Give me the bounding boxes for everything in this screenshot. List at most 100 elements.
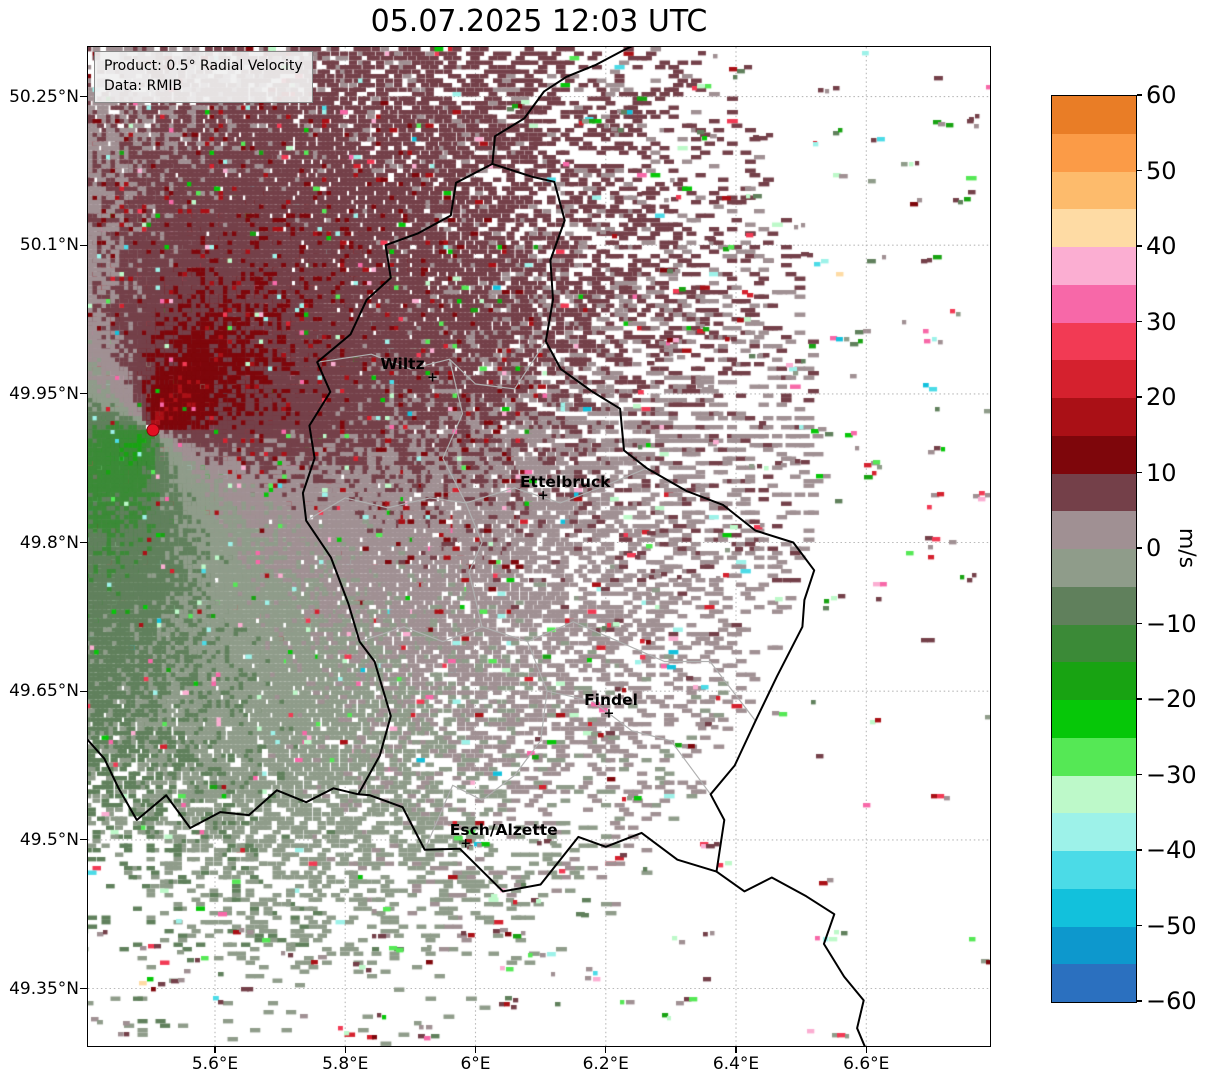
colorbar-tick-mark xyxy=(1137,396,1142,398)
national-border xyxy=(301,162,816,893)
colorbar-segment xyxy=(1052,586,1136,625)
district-border xyxy=(546,690,712,795)
colorbar-segment xyxy=(1052,435,1136,474)
y-tick-label: 50.25°N xyxy=(9,86,79,107)
colorbar-segment xyxy=(1052,851,1136,889)
city-label: Findel xyxy=(584,690,638,709)
colorbar-segment xyxy=(1052,737,1136,776)
colorbar-segment xyxy=(1052,549,1136,587)
colorbar-segment xyxy=(1052,926,1136,965)
colorbar-tick-label: 30 xyxy=(1146,307,1177,336)
map-plot: + Wiltz + Ettelbruck + Findel + Esch/Alzette Pr… xyxy=(87,46,991,1047)
colorbar-segment xyxy=(1052,813,1136,851)
colorbar-tick-mark xyxy=(1137,773,1142,776)
colorbar-tick-mark xyxy=(1137,94,1142,96)
colorbar-tick-mark xyxy=(1137,849,1142,851)
colorbar-tick-label: −10 xyxy=(1146,609,1197,638)
product-info-box: Product: 0.5° Radial Velocity Data: RMIB xyxy=(94,51,313,103)
city-marker: + xyxy=(537,488,549,504)
national-border xyxy=(88,738,359,829)
colorbar-tick-mark xyxy=(1137,245,1142,247)
x-tick-mark xyxy=(344,1047,346,1053)
colorbar-segment xyxy=(1052,511,1136,549)
city-label: Esch/Alzette xyxy=(449,820,558,839)
country-borders xyxy=(88,47,866,1046)
colorbar-tick-mark xyxy=(1137,547,1142,549)
x-tick-label: 6.2°E xyxy=(582,1054,629,1074)
colorbar-tick-label: 40 xyxy=(1146,232,1177,260)
y-tick-mark xyxy=(80,839,87,841)
colorbar-tick-label: −60 xyxy=(1146,987,1197,1015)
y-tick-label: 49.65°N xyxy=(9,681,79,702)
colorbar-unit-label: m/s xyxy=(1174,527,1199,569)
colorbar-segment xyxy=(1052,171,1136,210)
y-tick-mark xyxy=(80,393,87,395)
y-tick-label: 50.1°N xyxy=(19,235,79,256)
colorbar-segment xyxy=(1052,322,1136,361)
colorbar-segment xyxy=(1052,96,1136,134)
district-border xyxy=(424,641,548,851)
colorbar-segment xyxy=(1052,360,1136,398)
national-border xyxy=(715,870,866,1046)
colorbar xyxy=(1051,95,1137,1003)
x-tick-mark xyxy=(735,1047,737,1053)
x-tick-label: 5.6°E xyxy=(191,1054,239,1074)
x-tick-label: 6.4°E xyxy=(712,1054,760,1074)
colorbar-tick-label: 20 xyxy=(1146,383,1177,411)
colorbar-segment xyxy=(1052,888,1136,927)
colorbar-tick-label: −30 xyxy=(1146,760,1197,789)
colorbar-segment xyxy=(1052,284,1136,323)
radar-site-marker xyxy=(146,423,160,437)
colorbar-tick-mark xyxy=(1137,622,1142,625)
x-tick-label: 6.6°E xyxy=(843,1054,890,1074)
colorbar-tick-mark xyxy=(1137,471,1142,474)
product-label: Product: 0.5° Radial Velocity xyxy=(104,58,303,74)
radar-velocity-field xyxy=(88,47,990,1046)
colorbar-segment xyxy=(1052,662,1136,700)
city-label: Ettelbruck xyxy=(519,472,611,491)
colorbar-segment xyxy=(1052,624,1136,663)
y-tick-mark xyxy=(80,95,87,98)
district-border xyxy=(442,359,467,504)
colorbar-tick-mark xyxy=(1137,320,1142,323)
y-tick-label: 49.8°N xyxy=(19,532,79,553)
x-tick-mark xyxy=(605,1047,607,1053)
district-border xyxy=(359,621,756,722)
x-tick-label: 5.8°E xyxy=(322,1054,369,1074)
y-tick-label: 49.95°N xyxy=(9,383,79,404)
y-tick-label: 49.35°N xyxy=(9,978,79,999)
y-tick-mark xyxy=(80,690,87,692)
x-tick-label: 6°E xyxy=(460,1054,491,1074)
data-source-label: Data: RMIB xyxy=(104,78,183,95)
colorbar-tick-label: −50 xyxy=(1146,911,1197,940)
city-marker: + xyxy=(460,836,472,852)
x-tick-mark xyxy=(865,1047,867,1053)
colorbar-tick-label: −40 xyxy=(1146,836,1197,864)
colorbar-tick-mark xyxy=(1137,924,1142,927)
y-tick-mark xyxy=(80,541,87,544)
city-marker: + xyxy=(603,706,615,722)
colorbar-tick-label: 10 xyxy=(1146,458,1177,487)
colorbar-tick-mark xyxy=(1137,169,1142,172)
city-label: Wiltz xyxy=(380,355,425,374)
colorbar-segment xyxy=(1052,209,1136,247)
district-border xyxy=(465,502,483,627)
colorbar-segment xyxy=(1052,247,1136,285)
colorbar-segment xyxy=(1052,398,1136,436)
y-tick-mark xyxy=(80,244,87,246)
y-tick-mark xyxy=(80,987,87,990)
city-marker: + xyxy=(427,370,438,386)
colorbar-tick-label: 50 xyxy=(1146,156,1177,185)
colorbar-segment xyxy=(1052,964,1136,1002)
national-border xyxy=(491,47,633,164)
colorbar-tick-mark xyxy=(1137,1000,1142,1002)
colorbar-tick-mark xyxy=(1137,698,1142,700)
colorbar-segment xyxy=(1052,133,1136,172)
x-tick-mark xyxy=(474,1047,477,1053)
colorbar-tick-label: 0 xyxy=(1146,534,1162,562)
y-tick-label: 49.5°N xyxy=(19,829,79,850)
plot-title: 05.07.2025 12:03 UTC xyxy=(370,4,708,39)
colorbar-tick-label: 60 xyxy=(1146,81,1177,109)
colorbar-tick-label: −20 xyxy=(1146,685,1197,713)
